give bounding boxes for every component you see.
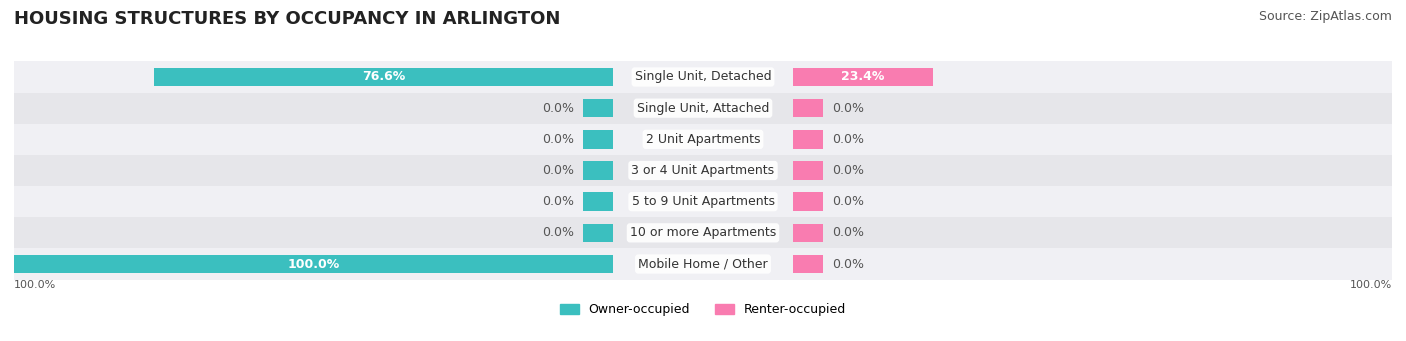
Bar (793, 130, 823, 149)
Bar (14, 92, 1392, 124)
Bar (14, 155, 1392, 186)
Bar (155, 68, 613, 86)
Text: 0.0%: 0.0% (543, 226, 574, 239)
Bar (583, 99, 613, 118)
Text: 0.0%: 0.0% (832, 102, 863, 115)
Bar (793, 68, 934, 86)
Text: 0.0%: 0.0% (832, 164, 863, 177)
Text: 5 to 9 Unit Apartments: 5 to 9 Unit Apartments (631, 195, 775, 208)
Bar (793, 255, 823, 273)
Bar (583, 161, 613, 180)
Bar (793, 223, 823, 242)
Text: 0.0%: 0.0% (543, 195, 574, 208)
Text: 0.0%: 0.0% (832, 195, 863, 208)
Text: Single Unit, Attached: Single Unit, Attached (637, 102, 769, 115)
Bar (14, 249, 1392, 280)
Bar (793, 99, 823, 118)
Text: 0.0%: 0.0% (832, 257, 863, 270)
Bar (583, 130, 613, 149)
Text: 100.0%: 100.0% (14, 280, 56, 290)
Text: 0.0%: 0.0% (832, 133, 863, 146)
Text: Mobile Home / Other: Mobile Home / Other (638, 257, 768, 270)
Bar (793, 161, 823, 180)
Bar (14, 124, 1392, 155)
Text: 3 or 4 Unit Apartments: 3 or 4 Unit Apartments (631, 164, 775, 177)
Bar (14, 255, 613, 273)
Bar (14, 186, 1392, 217)
Text: 100.0%: 100.0% (1350, 280, 1392, 290)
Bar (793, 192, 823, 211)
Text: 100.0%: 100.0% (287, 257, 340, 270)
Text: 0.0%: 0.0% (543, 102, 574, 115)
Text: 0.0%: 0.0% (543, 133, 574, 146)
Text: HOUSING STRUCTURES BY OCCUPANCY IN ARLINGTON: HOUSING STRUCTURES BY OCCUPANCY IN ARLIN… (14, 10, 561, 28)
Text: 76.6%: 76.6% (363, 71, 405, 84)
Bar (14, 61, 1392, 92)
Legend: Owner-occupied, Renter-occupied: Owner-occupied, Renter-occupied (555, 298, 851, 321)
Text: 10 or more Apartments: 10 or more Apartments (630, 226, 776, 239)
Text: 0.0%: 0.0% (832, 226, 863, 239)
Bar (583, 192, 613, 211)
Bar (583, 223, 613, 242)
Text: 23.4%: 23.4% (841, 71, 884, 84)
Text: Source: ZipAtlas.com: Source: ZipAtlas.com (1258, 10, 1392, 23)
Text: Single Unit, Detached: Single Unit, Detached (634, 71, 772, 84)
Text: 2 Unit Apartments: 2 Unit Apartments (645, 133, 761, 146)
Text: 0.0%: 0.0% (543, 164, 574, 177)
Bar (14, 217, 1392, 249)
